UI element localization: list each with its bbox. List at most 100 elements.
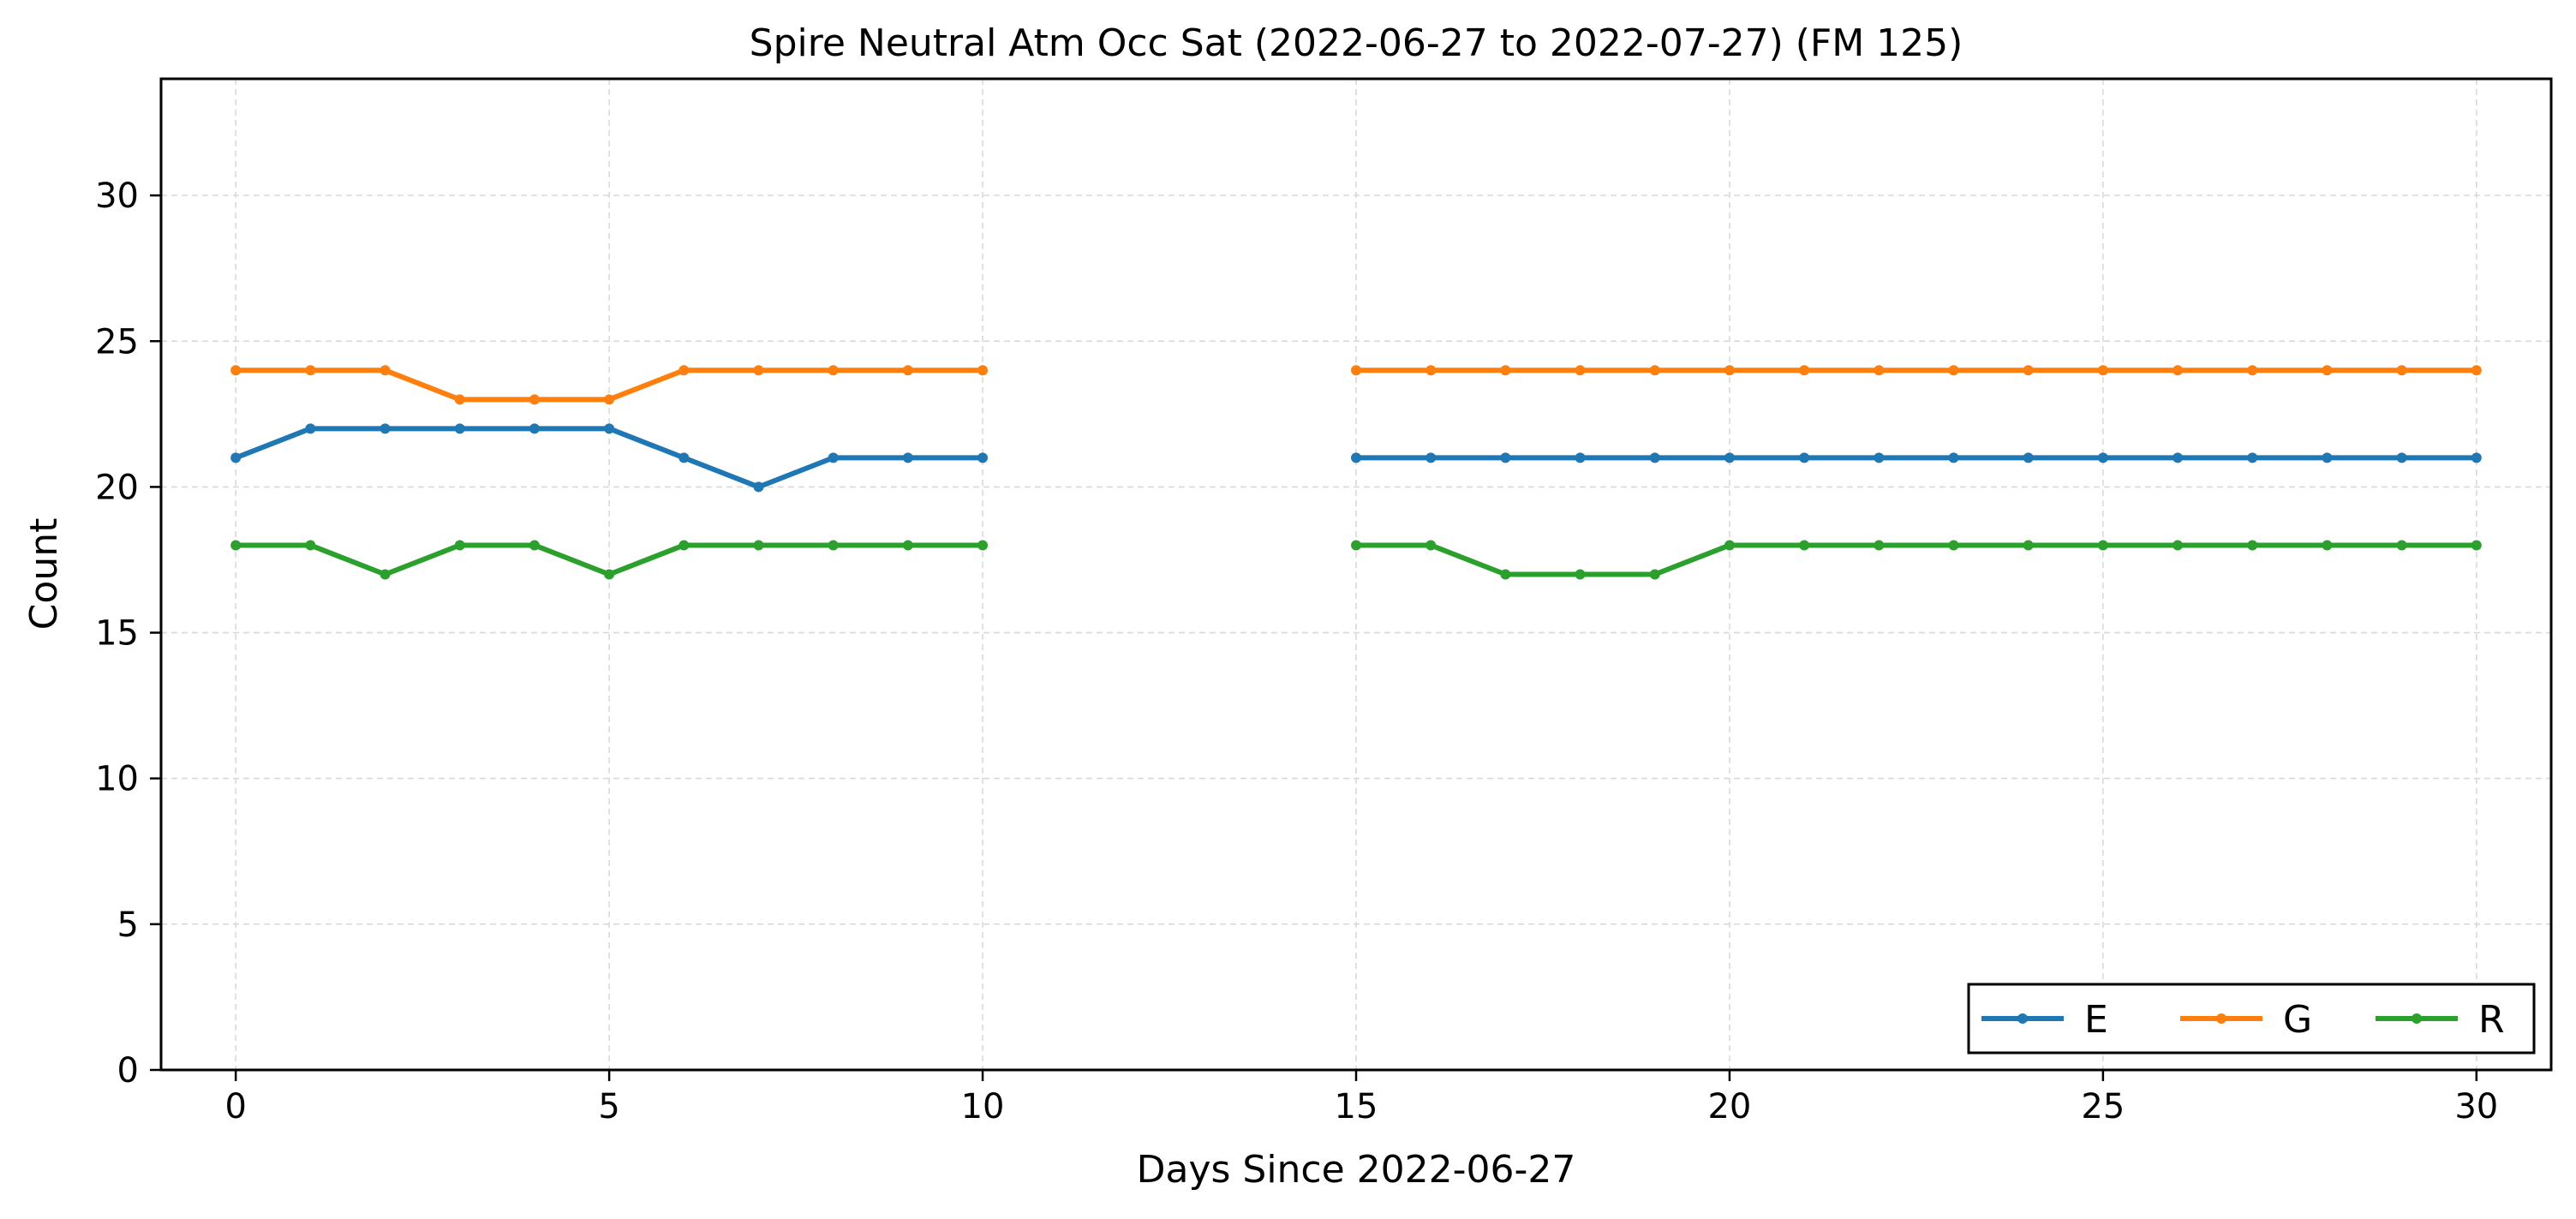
data-point-e bbox=[1874, 452, 1885, 463]
x-tick-label: 30 bbox=[2454, 1087, 2498, 1126]
x-tick-label: 0 bbox=[224, 1087, 246, 1126]
ticks: 0 5 10 15 20 25 30 0 5 10 15 20 25 30 bbox=[95, 176, 2498, 1126]
data-point-g bbox=[753, 365, 764, 376]
data-point-r bbox=[1948, 540, 1959, 551]
data-point-r bbox=[977, 540, 989, 551]
data-point-r bbox=[230, 540, 242, 551]
series-g bbox=[230, 365, 2482, 405]
data-point-g bbox=[2023, 365, 2034, 376]
data-point-r bbox=[1649, 569, 1660, 580]
series-line-r bbox=[1354, 542, 2479, 577]
data-point-e bbox=[1724, 452, 1735, 463]
series-r bbox=[230, 540, 2482, 580]
data-point-g bbox=[1500, 365, 1511, 376]
data-point-e bbox=[678, 452, 690, 463]
data-point-g bbox=[1724, 365, 1735, 376]
data-point-r bbox=[1724, 540, 1735, 551]
data-point-e bbox=[380, 423, 391, 434]
data-point-r bbox=[2023, 540, 2034, 551]
data-point-g bbox=[454, 394, 465, 405]
data-point-r bbox=[2173, 540, 2184, 551]
data-point-e bbox=[2173, 452, 2184, 463]
data-point-g bbox=[1874, 365, 1885, 376]
data-point-r bbox=[1874, 540, 1885, 551]
data-point-e bbox=[529, 423, 540, 434]
series-e bbox=[230, 423, 2482, 493]
x-tick-label: 10 bbox=[961, 1087, 1005, 1126]
data-point-g bbox=[977, 365, 989, 376]
data-point-e bbox=[902, 452, 913, 463]
data-point-e bbox=[454, 423, 465, 434]
data-point-e bbox=[828, 452, 839, 463]
data-point-g bbox=[1948, 365, 1959, 376]
data-point-r bbox=[2247, 540, 2258, 551]
data-point-g bbox=[828, 365, 839, 376]
data-point-g bbox=[1649, 365, 1660, 376]
data-point-g bbox=[1575, 365, 1586, 376]
legend-label-e: E bbox=[2084, 998, 2108, 1042]
data-point-r bbox=[678, 540, 690, 551]
data-point-r bbox=[753, 540, 764, 551]
data-point-e bbox=[1575, 452, 1586, 463]
data-point-g bbox=[529, 394, 540, 405]
data-point-e bbox=[1500, 452, 1511, 463]
y-tick-label: 20 bbox=[95, 468, 139, 507]
y-tick-label: 10 bbox=[95, 760, 139, 799]
data-point-e bbox=[2396, 452, 2407, 463]
data-point-e bbox=[977, 452, 989, 463]
data-point-g bbox=[604, 394, 615, 405]
data-point-e bbox=[2471, 452, 2482, 463]
data-point-e bbox=[2247, 452, 2258, 463]
x-tick-label: 5 bbox=[598, 1087, 619, 1126]
data-point-r bbox=[604, 569, 615, 580]
data-point-r bbox=[2322, 540, 2333, 551]
data-point-r bbox=[1799, 540, 1810, 551]
data-point-r bbox=[1425, 540, 1437, 551]
data-point-e bbox=[230, 452, 242, 463]
data-point-r bbox=[1351, 540, 1361, 551]
data-point-e bbox=[753, 481, 764, 493]
data-point-g bbox=[2247, 365, 2258, 376]
data-point-e bbox=[2097, 452, 2108, 463]
legend-marker-g bbox=[2216, 1013, 2226, 1024]
chart-title: Spire Neutral Atm Occ Sat (2022-06-27 to… bbox=[750, 21, 1963, 65]
data-point-e bbox=[1351, 452, 1361, 463]
data-point-g bbox=[230, 365, 242, 376]
data-point-r bbox=[529, 540, 540, 551]
y-axis-label: Count bbox=[22, 518, 66, 630]
data-point-r bbox=[828, 540, 839, 551]
legend-marker-e bbox=[2017, 1013, 2028, 1024]
data-point-r bbox=[454, 540, 465, 551]
x-axis-label: Days Since 2022-06-27 bbox=[1137, 1148, 1576, 1192]
x-tick-label: 15 bbox=[1335, 1087, 1378, 1126]
data-point-r bbox=[1500, 569, 1511, 580]
data-point-r bbox=[2471, 540, 2482, 551]
data-point-g bbox=[1799, 365, 1810, 376]
data-point-r bbox=[1575, 569, 1586, 580]
legend-marker-r bbox=[2412, 1013, 2422, 1024]
data-point-e bbox=[305, 423, 316, 434]
data-point-g bbox=[2097, 365, 2108, 376]
data-point-e bbox=[1425, 452, 1437, 463]
data-point-r bbox=[380, 569, 391, 580]
data-point-g bbox=[1425, 365, 1437, 376]
data-point-e bbox=[604, 423, 615, 434]
data-point-e bbox=[2322, 452, 2333, 463]
data-point-g bbox=[678, 365, 690, 376]
series-layer bbox=[230, 365, 2482, 580]
y-tick-label: 15 bbox=[95, 614, 139, 654]
data-point-r bbox=[902, 540, 913, 551]
y-tick-label: 5 bbox=[117, 905, 139, 945]
data-point-g bbox=[902, 365, 913, 376]
legend-label-r: R bbox=[2478, 998, 2505, 1042]
data-point-g bbox=[380, 365, 391, 376]
data-point-e bbox=[1948, 452, 1959, 463]
data-point-g bbox=[1351, 365, 1361, 376]
data-point-g bbox=[305, 365, 316, 376]
data-point-g bbox=[2322, 365, 2333, 376]
data-point-e bbox=[2023, 452, 2034, 463]
data-point-r bbox=[305, 540, 316, 551]
